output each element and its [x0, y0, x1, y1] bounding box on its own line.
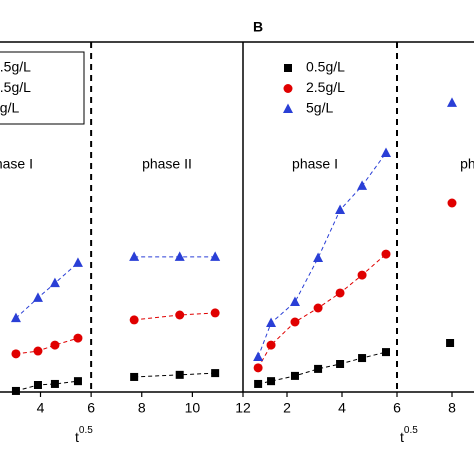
marker-circle	[129, 315, 139, 325]
x-tick-label: 2	[283, 400, 291, 416]
fit-line	[257, 152, 387, 358]
x-axis-label: t0.5	[400, 425, 418, 445]
marker-circle	[283, 84, 293, 93]
x-tick-label: 12	[235, 400, 251, 416]
x-axis-label-sup: 0.5	[404, 425, 418, 436]
marker-triangle	[253, 351, 264, 361]
x-tick-label: 10	[185, 400, 201, 416]
marker-circle	[313, 303, 323, 313]
marker-triangle	[335, 204, 346, 214]
marker-circle	[253, 363, 263, 373]
marker-square	[254, 379, 263, 388]
marker-triangle	[49, 277, 60, 288]
marker-triangle	[72, 257, 83, 267]
marker-circle	[447, 198, 457, 208]
marker-square	[175, 370, 184, 379]
x-axis-label: t0.5	[75, 425, 93, 445]
x-tick-label: 4	[37, 400, 45, 416]
x-axis-label-base: t	[75, 429, 79, 445]
marker-triangle	[289, 296, 300, 307]
marker-triangle	[174, 251, 185, 261]
marker-triangle	[129, 251, 140, 261]
marker-circle	[381, 249, 391, 259]
marker-square	[314, 364, 323, 373]
marker-circle	[357, 270, 367, 280]
marker-square	[290, 371, 299, 380]
x-tick-label: 8	[448, 400, 456, 416]
x-tick-label: 6	[87, 400, 95, 416]
marker-triangle	[266, 317, 277, 328]
legend-label: 5g/L	[0, 100, 19, 116]
fit-line	[257, 253, 387, 369]
marker-triangle	[210, 251, 221, 261]
marker-circle	[73, 333, 83, 343]
marker-triangle	[381, 147, 391, 157]
marker-square	[336, 360, 345, 368]
legend-label: 0.5g/L	[0, 59, 31, 75]
marker-triangle	[32, 292, 43, 302]
marker-square	[446, 339, 455, 347]
marker-square	[284, 64, 292, 72]
fit-line	[134, 312, 216, 321]
marker-square	[382, 348, 390, 357]
marker-circle	[290, 317, 300, 327]
fit-line	[15, 337, 79, 355]
phase-label: phase II	[142, 156, 192, 172]
marker-triangle	[313, 252, 324, 262]
marker-circle	[33, 346, 43, 356]
x-axis-label-base: t	[400, 429, 404, 445]
marker-circle	[266, 340, 276, 350]
marker-square	[50, 379, 59, 388]
marker-square	[33, 381, 42, 389]
phase-label: phase II	[460, 156, 474, 172]
marker-triangle	[357, 180, 368, 190]
x-tick-label: 6	[393, 400, 401, 416]
marker-circle	[335, 288, 345, 298]
fit-line	[15, 262, 79, 319]
marker-square	[211, 369, 220, 378]
marker-triangle	[447, 97, 457, 107]
x-tick-label: 8	[138, 400, 146, 416]
marker-circle	[50, 340, 60, 350]
marker-square	[267, 377, 276, 386]
x-axis-label-sup: 0.5	[79, 425, 93, 436]
fit-line	[134, 372, 216, 378]
phase-label: phase I	[0, 156, 33, 172]
marker-circle	[210, 308, 220, 318]
legend-label: 5g/L	[306, 100, 333, 116]
legend-box	[0, 51, 85, 125]
marker-square	[130, 372, 139, 381]
marker-square	[358, 354, 367, 363]
panel: B 2 4 6 8 t0.5 phase I phase II 0.5g/L 2.5g/L 5g/L	[242, 19, 474, 445]
marker-triangle	[283, 103, 293, 113]
phase-label: phase I	[292, 156, 338, 172]
marker-square	[73, 377, 82, 386]
marker-triangle	[10, 312, 21, 323]
x-tick-label: 4	[338, 400, 346, 416]
marker-square	[11, 386, 20, 395]
legend-label: 0.5g/L	[306, 59, 345, 75]
legend-label: 2.5g/L	[0, 79, 31, 95]
marker-circle	[175, 310, 185, 320]
legend-label: 2.5g/L	[306, 79, 345, 95]
panel: 4 6 8 10 12 t0.5 phase I phase II 0.5g/L 2.5g/L 5g…	[0, 41, 251, 445]
marker-circle	[11, 349, 21, 359]
panel-title: B	[253, 19, 263, 35]
fit-line	[15, 380, 79, 392]
